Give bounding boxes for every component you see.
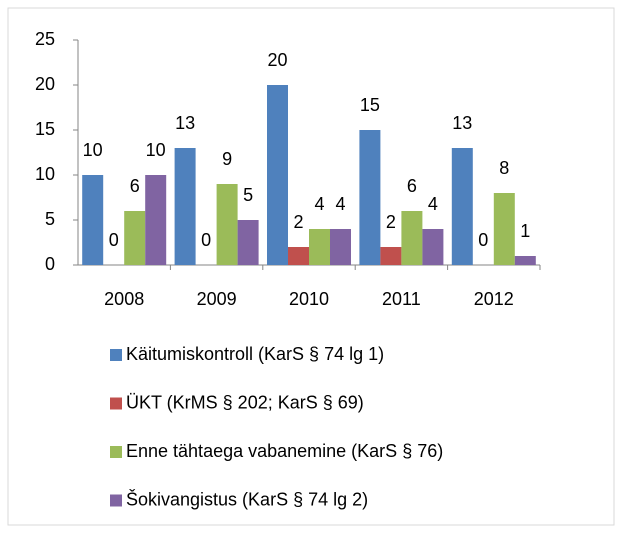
x-tick-label: 2008 <box>104 289 144 309</box>
y-tick-label: 5 <box>45 209 55 229</box>
bar <box>514 256 536 265</box>
legend-label: Käitumiskontroll (KarS § 74 lg 1) <box>126 344 384 364</box>
bar <box>401 211 423 265</box>
bar <box>380 247 402 265</box>
bar <box>288 247 309 265</box>
bar <box>82 175 104 265</box>
data-label: 13 <box>175 113 195 133</box>
bar <box>493 193 515 265</box>
bar <box>145 175 167 265</box>
legend-label: ÜKT (KrMS § 202; KarS § 69) <box>126 392 364 412</box>
legend-swatch <box>110 349 122 361</box>
data-label: 2 <box>386 212 396 232</box>
legend-swatch <box>110 446 122 458</box>
bar <box>309 229 330 265</box>
bar <box>359 130 381 265</box>
data-label: 0 <box>478 230 488 250</box>
legend-swatch <box>110 397 122 410</box>
data-label: 6 <box>130 176 140 196</box>
data-label: 8 <box>499 158 509 178</box>
data-label: 4 <box>428 194 438 214</box>
data-label: 5 <box>243 185 253 205</box>
bar <box>174 148 196 265</box>
bar <box>330 229 351 265</box>
legend-label: Enne tähtaega vabanemine (KarS § 76) <box>126 441 443 461</box>
data-label: 20 <box>267 50 287 70</box>
bar <box>237 220 259 265</box>
data-label: 0 <box>109 230 119 250</box>
data-label: 10 <box>83 140 103 160</box>
legend-swatch <box>110 494 122 507</box>
chart-border <box>7 7 615 526</box>
x-tick-label: 2010 <box>289 289 329 309</box>
y-tick-label: 0 <box>45 254 55 274</box>
y-tick-label: 25 <box>35 29 55 49</box>
data-label: 6 <box>407 176 417 196</box>
y-tick-label: 15 <box>35 119 55 139</box>
bar <box>124 211 146 265</box>
data-label: 1 <box>520 221 530 241</box>
bar <box>422 229 444 265</box>
x-tick-label: 2011 <box>382 289 421 309</box>
data-label: 13 <box>452 113 472 133</box>
data-label: 2 <box>293 212 303 232</box>
bar <box>267 85 288 265</box>
bar <box>216 184 238 265</box>
bar <box>451 148 473 265</box>
data-label: 15 <box>360 95 380 115</box>
data-label: 10 <box>146 140 166 160</box>
x-tick-label: 2012 <box>474 289 514 309</box>
y-tick-label: 20 <box>35 74 55 94</box>
x-tick-label: 2009 <box>197 289 237 309</box>
data-label: 4 <box>314 194 324 214</box>
legend-label: Šokivangistus (KarS § 74 lg 2) <box>126 488 368 509</box>
data-label: 0 <box>201 230 211 250</box>
data-label: 4 <box>335 194 345 214</box>
data-label: 9 <box>222 149 232 169</box>
y-tick-label: 10 <box>35 164 55 184</box>
